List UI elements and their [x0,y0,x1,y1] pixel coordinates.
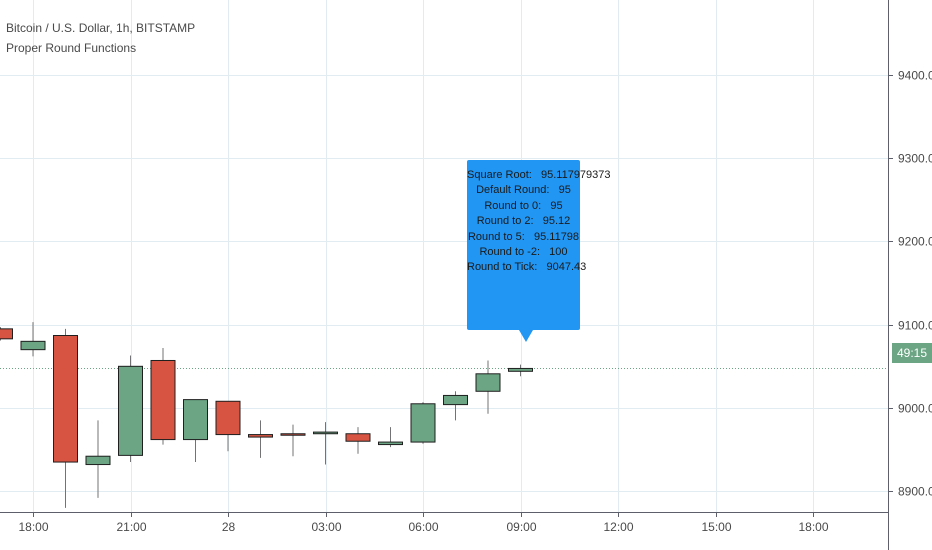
candle [313,422,338,465]
candle [118,355,143,463]
time-tick-label: 18:00 [18,520,48,534]
time-tick-label: 15:00 [701,520,731,534]
candle [410,402,436,444]
candle [85,420,111,498]
time-tick-label: 21:00 [116,520,146,534]
indicator-title[interactable]: Proper Round Functions [6,41,137,55]
price-tick-label: 9300.00 [898,152,932,166]
candle-body-down [280,433,306,436]
candle [248,420,273,458]
candle-body-up [183,399,208,441]
candle [53,328,78,508]
candle-body-up [313,431,338,435]
candle-body-down [345,433,371,442]
price-tick-label: 9400.00 [898,69,932,83]
candle-body-down [215,400,241,436]
candle [20,322,46,357]
rounding-label-tooltip: Square Root: 95.117979373 Default Round: … [467,160,611,330]
candle [508,364,533,377]
price-axis[interactable]: 8900.00 9000.00 9100.00 9200.00 9300.00 9400.… [888,69,932,499]
candle-body-up [443,394,468,406]
time-tick-label: 09:00 [506,520,536,534]
candle-body-up [20,340,46,351]
price-tick-label: 9200.00 [898,235,932,249]
candle [443,391,468,421]
candle-body-down [0,328,13,340]
candle [183,399,208,463]
chart-legend: Bitcoin / U.S. Dollar, 1h, BITSTAMP Prop… [6,18,195,58]
candle [150,347,176,445]
time-tick-label: 28 [222,520,236,534]
time-tick-label: 06:00 [408,520,438,534]
tooltip-line: Round to 2: 95.12 [476,215,571,228]
tooltip-line: Round to Tick: 9047.43 [467,261,587,274]
time-axis[interactable]: 18:00 21:00 28 03:00 06:00 09:00 12:00 15:00 18:… [18,512,829,534]
symbol-title[interactable]: Bitcoin / U.S. Dollar, 1h, BITSTAMP [6,21,196,35]
price-tick-label: 9100.00 [898,319,932,333]
candle-body-up [85,455,111,466]
candle-body-up [508,367,533,372]
candle [0,327,13,341]
tooltip-line: Round to 5: 95.11798 [467,230,580,243]
candle-body-up [378,441,403,446]
tooltip-line: Default Round: 95 [476,184,571,197]
candle [378,427,403,448]
chart-grid [0,0,888,512]
tooltip-pointer [519,330,533,342]
candle-body-down [150,359,176,441]
candle-body-down [248,434,273,438]
price-tick-label: 8900.00 [898,485,932,499]
tooltip-line: Square Root: 95.117979373 [467,169,611,181]
tooltip-line: Round to 0: 95 [484,199,563,212]
candle-body-up [118,365,143,456]
candle-body-up [410,403,436,443]
candle [215,400,241,452]
candle [475,360,501,414]
candle [345,427,371,454]
last-price-countdown-tag: 49:15 [892,343,932,363]
candle [280,424,306,457]
candlestick-series [0,322,533,508]
candle-body-up [475,373,501,392]
candle-body-down [53,335,78,463]
time-tick-label: 12:00 [603,520,633,534]
time-tick-label: 03:00 [311,520,341,534]
time-tick-label: 18:00 [798,520,828,534]
price-tick-label: 9000.00 [898,402,932,416]
tooltip-line: Round to -2: 100 [479,246,568,259]
